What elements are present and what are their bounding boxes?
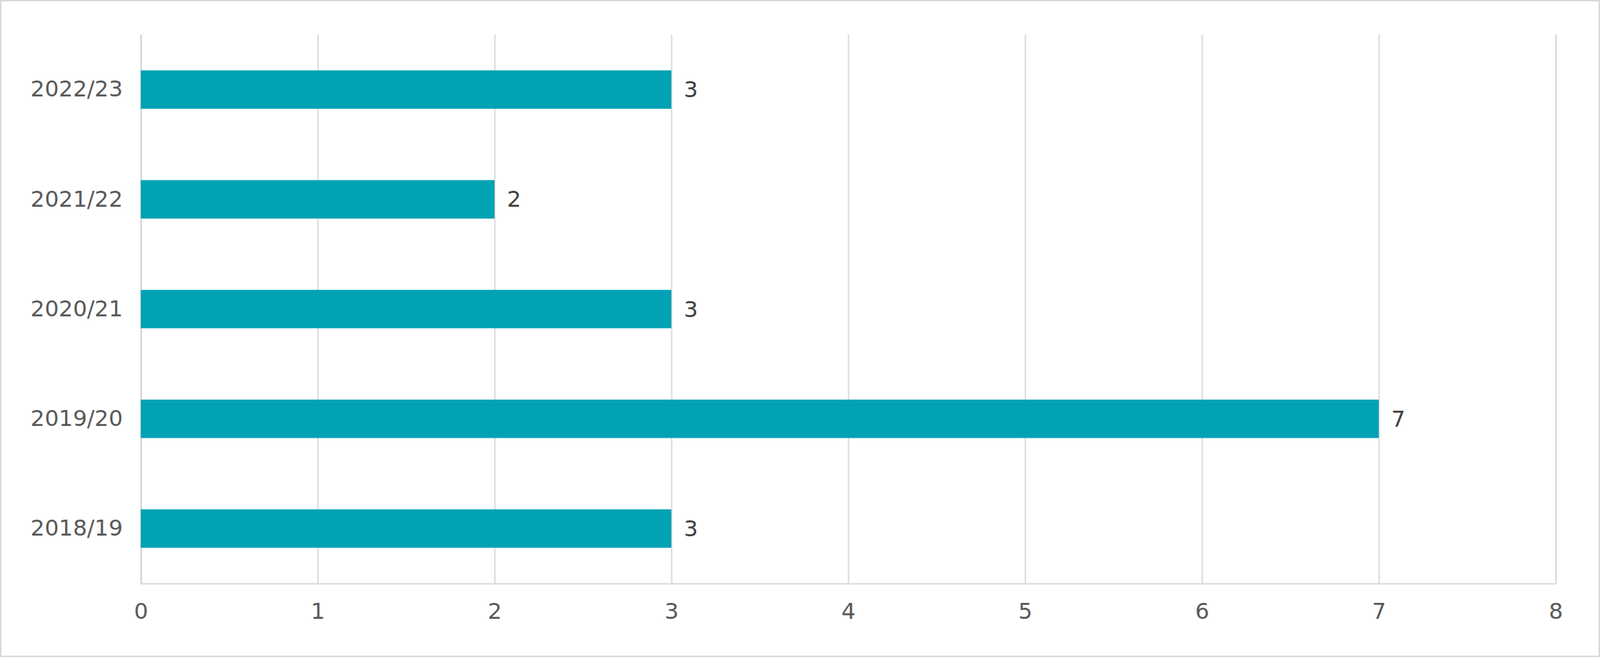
value-axis: 0 1 2 3 4 5 6 7 8	[133, 34, 1563, 625]
tick: 2020/21	[30, 295, 141, 322]
tick-label: 2	[487, 597, 502, 625]
tick: 6	[1194, 34, 1209, 625]
bar	[140, 289, 672, 329]
data-label: 3	[683, 515, 698, 542]
category-label: 2022/23	[30, 75, 123, 102]
tick: 2022/23	[30, 75, 141, 102]
tick-label: 7	[1371, 597, 1386, 625]
grid-line	[1201, 34, 1204, 584]
tick-label: 0	[133, 597, 148, 625]
bar	[140, 70, 672, 109]
tick: 7	[1371, 34, 1386, 625]
tick: 5	[1018, 34, 1032, 625]
grid-line	[1378, 34, 1381, 584]
category-axis: 2022/23 2021/22 2020/21 2019/20 2018/19	[30, 35, 141, 584]
data-label: 3	[683, 76, 698, 103]
chart: 0 1 2 3 4 5 6 7 8 2022/23 2021/22 2020/21 2019/20 201…	[0, 0, 1600, 657]
bar	[140, 509, 672, 548]
tick: 2021/22	[30, 185, 141, 213]
bars	[140, 70, 1379, 548]
data-label: 7	[1391, 405, 1406, 433]
tick: 2019/20	[30, 405, 141, 432]
tick: 8	[1548, 34, 1563, 625]
category-label: 2019/20	[30, 405, 123, 432]
tick-label: 3	[664, 597, 679, 625]
axis-line	[141, 34, 1557, 584]
tick-label: 6	[1194, 597, 1209, 625]
frame	[0, 0, 1600, 657]
category-label: 2018/19	[30, 514, 123, 541]
grid-line	[1555, 34, 1558, 584]
grid-line	[1025, 34, 1027, 584]
category-label: 2021/22	[30, 185, 123, 213]
tick: 4	[841, 34, 856, 625]
data-label: 2	[506, 185, 521, 213]
bar	[140, 399, 1379, 438]
tick-label: 5	[1018, 597, 1032, 625]
tick-label: 8	[1548, 597, 1563, 625]
tick-label: 1	[310, 597, 325, 625]
data-label: 3	[683, 296, 698, 323]
tick-label: 4	[841, 597, 856, 625]
grid-line	[848, 34, 850, 584]
tick: 2018/19	[30, 514, 141, 541]
bar	[140, 180, 495, 219]
data-labels: 3 2 3 7 3	[506, 76, 1406, 542]
category-label: 2020/21	[30, 295, 123, 322]
